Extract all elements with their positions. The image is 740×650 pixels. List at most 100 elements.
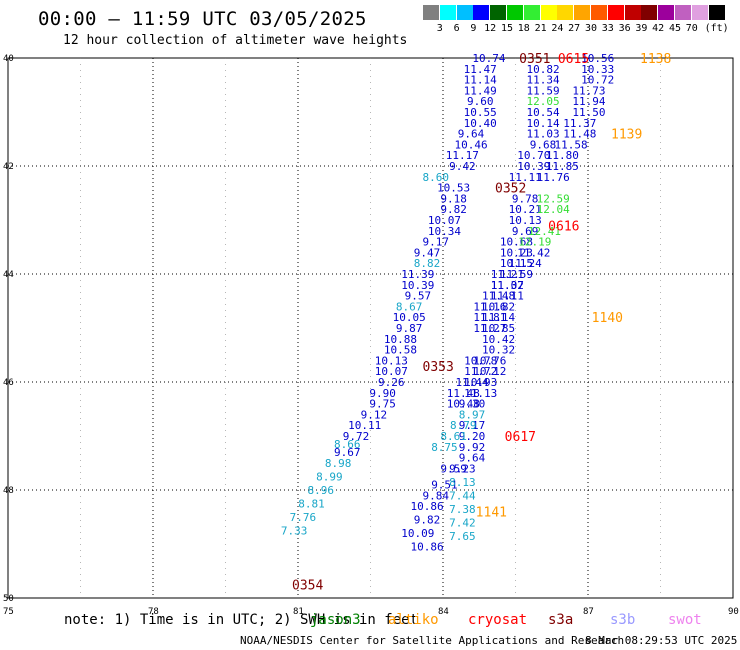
pass-time-label: 0354	[292, 579, 323, 594]
wave-height-value: 11.72	[464, 365, 497, 378]
lat-tick-label: 50	[3, 594, 14, 604]
wave-height-value: 10.88	[384, 333, 417, 346]
lat-tick-label: 42	[3, 162, 14, 172]
wave-height-value: 7.44	[449, 489, 476, 502]
lat-tick-label: 40	[3, 54, 14, 64]
scale-label: 36	[618, 23, 631, 34]
wave-height-value: 12.59	[537, 192, 570, 205]
wave-height-value: 10.74	[472, 52, 505, 65]
wave-height-value: 10.46	[454, 138, 487, 151]
scale-swatch	[624, 5, 641, 20]
pass-time-label: 0615	[558, 52, 589, 67]
scale-label: (ft)	[704, 23, 729, 34]
wave-height-value: 11.59	[500, 268, 533, 281]
wave-height-value: 10.42	[482, 333, 515, 346]
wave-height-value: 10.55	[464, 106, 497, 119]
scale-label: 70	[685, 23, 698, 34]
scale-swatch	[523, 5, 540, 20]
lon-tick-label: 75	[3, 607, 14, 617]
wave-height-value: 8.99	[316, 471, 343, 484]
lon-tick-label: 90	[728, 607, 739, 617]
wave-height-value: 11.42	[517, 246, 550, 259]
wave-height-value: 11.11	[509, 171, 542, 184]
wave-height-value: 10.05	[393, 311, 426, 324]
scale-label: 18	[517, 23, 530, 34]
page-subtitle: 12 hour collection of altimeter wave hei…	[63, 33, 408, 48]
wave-height-value: 9.72	[343, 430, 370, 443]
pass-time-label: 1139	[611, 128, 642, 143]
wave-height-value: 10.48	[447, 398, 480, 411]
scale-swatch	[439, 5, 456, 20]
wave-height-value: 9.67	[334, 446, 361, 459]
scale-label: 6	[453, 23, 460, 34]
wave-height-value: 10.13	[509, 214, 542, 227]
wave-height-value: 9.64	[458, 128, 485, 141]
wave-height-value: 11.50	[572, 106, 605, 119]
scale-swatch	[557, 5, 574, 20]
satellite-cryosat: cryosat	[468, 612, 528, 628]
wave-height-value: 9.60	[467, 95, 494, 108]
scale-swatch	[507, 5, 523, 20]
wave-height-value: 9.59	[440, 462, 467, 475]
wave-height-value: 9.51	[431, 479, 458, 492]
wave-height-value: 11.14	[464, 74, 497, 87]
wave-height-value: 11.02	[491, 279, 524, 292]
wave-height-value: 11.59	[526, 84, 559, 97]
wave-height-value: 9.69	[512, 225, 539, 238]
wave-height-value: 8.60	[423, 171, 450, 184]
scale-label: 45	[668, 23, 682, 34]
wave-height-value: 7.65	[449, 530, 476, 543]
lat-tick-label: 46	[3, 378, 14, 388]
pass-time-label: 1141	[476, 506, 507, 521]
wave-height-value: 9.78	[512, 192, 539, 205]
data-points: 10.7411.4711.1411.499.6010.5510.409.6410…	[281, 52, 614, 554]
wave-height-value: 8.61	[440, 430, 467, 443]
wave-height-value: 10.58	[384, 344, 417, 357]
scale-swatch	[473, 5, 490, 20]
lon-tick-label: 78	[148, 607, 159, 617]
scale-label: 33	[601, 23, 614, 34]
wave-height-value: 11.44	[455, 376, 488, 389]
wave-height-value: 8.81	[298, 498, 325, 511]
scale-label: 15	[500, 23, 514, 34]
note-text: note: 1) Time is in UTC; 2) SWH is in fe…	[64, 612, 419, 628]
scale-swatch	[641, 5, 658, 20]
wave-height-value: 9.57	[405, 290, 432, 303]
wave-height-value: 11.16	[473, 300, 506, 313]
lat-tick-label: 44	[3, 270, 14, 280]
wave-height-value: 11.48	[447, 387, 480, 400]
wave-height-value: 9.12	[361, 408, 388, 421]
wave-height-value: 11.76	[537, 171, 570, 184]
wave-height-value: 8.98	[325, 457, 352, 470]
wave-height-value: 11.13	[464, 387, 497, 400]
wave-height-value: 8.79	[450, 419, 477, 432]
wave-height-value: 11.37	[491, 279, 524, 292]
wave-height-value: 9.18	[440, 192, 467, 205]
wave-height-value: 7.38	[449, 503, 476, 516]
wave-height-value: 11.03	[526, 128, 559, 141]
wave-height-value: 7.42	[449, 516, 476, 529]
wave-height-value: 11.34	[526, 74, 559, 87]
pass-time-label: 0616	[548, 219, 579, 234]
wave-height-value: 10.39	[517, 160, 550, 173]
wave-height-value: 9.26	[378, 376, 405, 389]
wave-height-value: 8.82	[414, 257, 441, 270]
satellite-altiko: altiko	[388, 612, 439, 628]
scale-swatch	[423, 5, 439, 20]
wave-height-value: 9.68	[530, 138, 557, 151]
wave-height-value: 10.76	[473, 354, 506, 367]
wave-height-value: 9.84	[423, 489, 450, 502]
wave-height-value: 11.17	[446, 149, 479, 162]
wave-height-value: 12.05	[526, 95, 559, 108]
wave-height-value: 10.33	[581, 63, 614, 76]
wave-height-value: 10.32	[482, 344, 515, 357]
scale-swatch	[574, 5, 591, 20]
wave-height-value: 10.40	[464, 117, 497, 130]
wave-height-value: 10.23	[500, 246, 533, 259]
wave-height-value: 8.13	[449, 476, 476, 489]
wave-height-value: 10.56	[581, 52, 614, 65]
footer-credit: NOAA/NESDIS Center for Satellite Applica…	[240, 634, 625, 647]
wave-height-value: 9.90	[369, 387, 396, 400]
wave-height-value: 11.48	[563, 128, 596, 141]
